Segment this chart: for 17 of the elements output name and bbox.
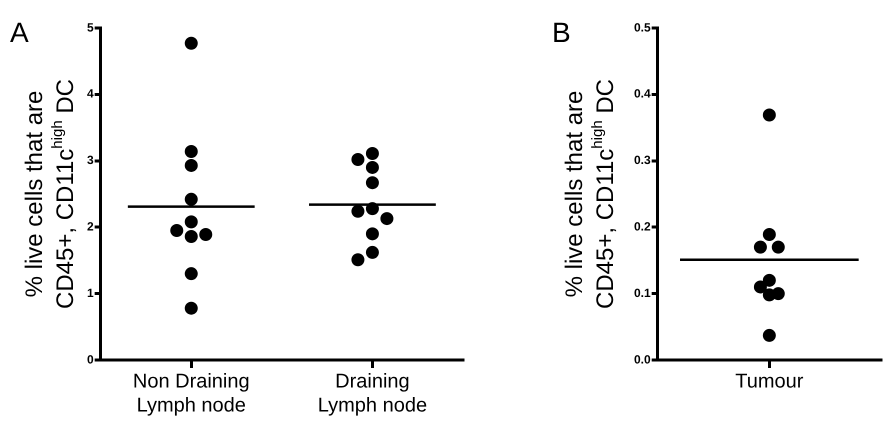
- y-tick-label: 0.5: [634, 20, 651, 34]
- y-tick-label: 0.0: [634, 352, 651, 366]
- y-tick-label: 3: [86, 153, 94, 168]
- y-tick-label: 1: [86, 286, 94, 300]
- y-tick-label: 0.4: [634, 86, 651, 101]
- chart-title: A: [10, 17, 29, 48]
- y-tick-label: 5: [86, 20, 94, 34]
- y-tick-label: 0: [86, 352, 94, 366]
- chart-title: B: [552, 17, 571, 48]
- x-tick-label: Draining Lymph node: [318, 370, 428, 417]
- y-tick-label: 0.1: [634, 286, 651, 300]
- y-tick-label: 2: [86, 220, 94, 234]
- y-tick-label: 0.3: [634, 153, 651, 168]
- x-tick-label: Non Draining Lymph node: [132, 370, 250, 417]
- x-tick-label: Tumour: [735, 370, 804, 393]
- y-tick-label: 4: [86, 86, 94, 101]
- y-tick-label: 0.2: [634, 220, 651, 234]
